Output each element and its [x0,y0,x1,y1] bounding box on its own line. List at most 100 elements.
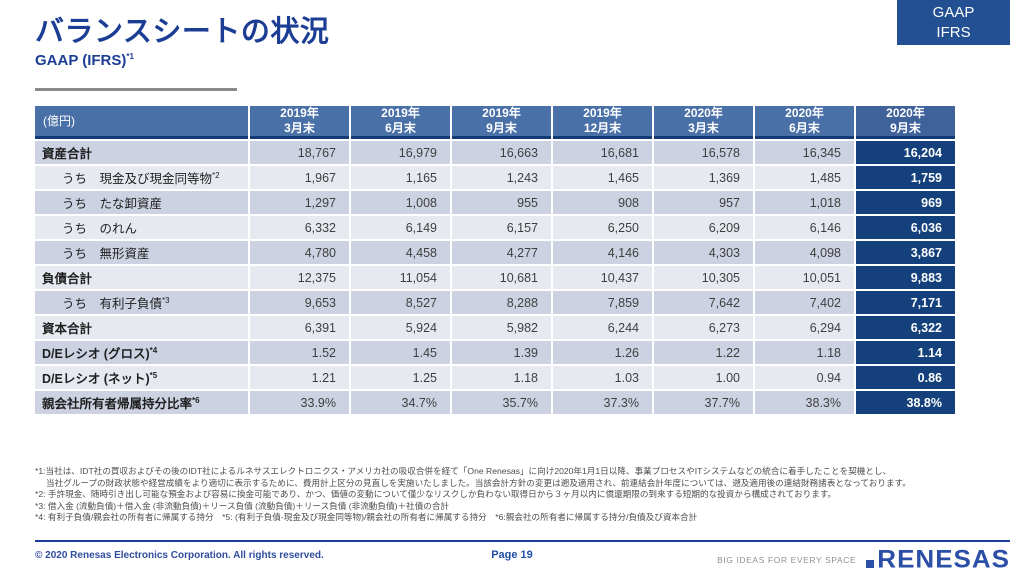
cell-value: 4,458 [351,241,450,264]
column-header: 2020年 9月末 [856,106,955,139]
cell-value: 1.03 [553,366,652,389]
cell-value: 10,681 [452,266,551,289]
cell-value: 6,322 [856,316,955,339]
cell-value: 1.26 [553,341,652,364]
cell-value: 3,867 [856,241,955,264]
footnote-ref: *6 [192,395,200,405]
cell-value: 11,054 [351,266,450,289]
cell-value: 16,204 [856,141,955,164]
brand-tagline: BIG IDEAS FOR EVERY SPACE [717,554,857,565]
cell-value: 1,759 [856,166,955,189]
column-header: 2020年 6月末 [755,106,854,139]
badge-line-gaap: GAAP [932,4,975,21]
cell-value: 9,883 [856,266,955,289]
row-label: 親会社所有者帰属持分比率*6 [35,391,248,414]
column-header: 2020年 3月末 [654,106,753,139]
row-label: 資産合計 [35,141,248,164]
table-row: うち 無形資産 4,780 4,458 4,277 4,146 4,303 4,098 3,8… [35,241,955,264]
cell-value: 7,642 [654,291,753,314]
footnote-line: *4: 有利子負債/親会社の所有者に帰属する持分 *5: (有利子負債-現金及び… [35,512,698,523]
cell-value: 908 [553,191,652,214]
table-row: うち たな卸資産 1,297 1,008 955 908 957 1,018 969 [35,191,955,214]
cell-value: 969 [856,191,955,214]
badge-line-ifrs: IFRS [936,24,971,41]
logo-text: RENESAS [877,544,1010,574]
cell-value: 10,051 [755,266,854,289]
row-label: D/Eレシオ (グロス)*4 [35,341,248,364]
copyright-text: © 2020 Renesas Electronics Corporation. … [35,550,324,561]
page-title: バランスシートの状況 [35,16,330,48]
cell-value: 1.25 [351,366,450,389]
cell-value: 37.3% [553,391,652,414]
cell-value: 37.7% [654,391,753,414]
row-label: うち 現金及び現金同等物*2 [35,166,248,189]
table-row: うち 現金及び現金同等物*2 1,967 1,165 1,243 1,465 1,369 1… [35,166,955,189]
cell-value: 7,859 [553,291,652,314]
cell-value: 1,008 [351,191,450,214]
cell-value: 1.18 [755,341,854,364]
cell-value: 1,967 [250,166,349,189]
column-header: 2019年 9月末 [452,106,551,139]
page-subtitle: GAAP (IFRS)*1 [35,52,134,69]
cell-value: 8,527 [351,291,450,314]
cell-value: 7,402 [755,291,854,314]
table-row: 親会社所有者帰属持分比率*6 33.9% 34.7% 35.7% 37.3% 37.7% 3… [35,391,955,414]
cell-value: 12,375 [250,266,349,289]
column-header: 2019年 6月末 [351,106,450,139]
cell-value: 4,098 [755,241,854,264]
footnote-line: *1:当社は、IDT社の買収およびその後のIDT社によるルネサスエレクトロニクス… [35,466,892,476]
cell-value: 10,437 [553,266,652,289]
cell-value: 38.8% [856,391,955,414]
row-label: D/Eレシオ (ネット)*5 [35,366,248,389]
cell-value: 957 [654,191,753,214]
cell-value: 1,243 [452,166,551,189]
cell-value: 955 [452,191,551,214]
renesas-logo: RENESAS [866,544,1010,575]
cell-value: 16,979 [351,141,450,164]
footnote-ref: *3 [162,295,170,305]
subtitle-text: GAAP (IFRS) [35,52,127,69]
cell-value: 6,209 [654,216,753,239]
row-label: うち たな卸資産 [35,191,248,214]
cell-value: 1.52 [250,341,349,364]
table-row: 資産合計 18,767 16,979 16,663 16,681 16,578 16,345… [35,141,955,164]
cell-value: 1.39 [452,341,551,364]
cell-value: 0.86 [856,366,955,389]
subtitle-footnote-ref: *1 [126,52,134,61]
footnote-line: *2: 手許現金、随時引き出し可能な預金および容易に換金可能であり、かつ、価値の… [35,489,837,500]
column-header: 2019年 3月末 [250,106,349,139]
footer-divider [35,540,1010,542]
row-label: 負債合計 [35,266,248,289]
table-row: D/Eレシオ (ネット)*5 1.21 1.25 1.18 1.03 1.00 0.94 0.… [35,366,955,389]
unit-label: (億円) [35,106,248,139]
cell-value: 16,578 [654,141,753,164]
table-row: 負債合計 12,375 11,054 10,681 10,437 10,305 10,051… [35,266,955,289]
cell-value: 5,924 [351,316,450,339]
cell-value: 1.00 [654,366,753,389]
row-label: うち 有利子負債*3 [35,291,248,314]
cell-value: 16,345 [755,141,854,164]
table-row: うち のれん 6,332 6,149 6,157 6,250 6,209 6,146 6,03… [35,216,955,239]
cell-value: 1.18 [452,366,551,389]
balance-sheet-table: (億円) 2019年 3月末 2019年 6月末 2019年 9月末 2019年 12… [33,104,957,416]
cell-value: 1,465 [553,166,652,189]
table-header-row: (億円) 2019年 3月末 2019年 6月末 2019年 9月末 2019年 12… [35,106,955,139]
cell-value: 1,018 [755,191,854,214]
table-row: D/Eレシオ (グロス)*4 1.52 1.45 1.39 1.26 1.22 1.18 1.… [35,341,955,364]
cell-value: 16,681 [553,141,652,164]
cell-value: 10,305 [654,266,753,289]
cell-value: 1.21 [250,366,349,389]
cell-value: 1,165 [351,166,450,189]
page-number: Page 19 [491,549,533,561]
cell-value: 7,171 [856,291,955,314]
cell-value: 4,146 [553,241,652,264]
cell-value: 16,663 [452,141,551,164]
cell-value: 1.14 [856,341,955,364]
cell-value: 4,780 [250,241,349,264]
cell-value: 1,369 [654,166,753,189]
cell-value: 1.45 [351,341,450,364]
gaap-ifrs-badge: GAAP IFRS [897,0,1010,45]
logo-square-icon [866,559,875,568]
cell-value: 6,391 [250,316,349,339]
footer-brand: BIG IDEAS FOR EVERY SPACE RENESAS [717,544,1010,575]
